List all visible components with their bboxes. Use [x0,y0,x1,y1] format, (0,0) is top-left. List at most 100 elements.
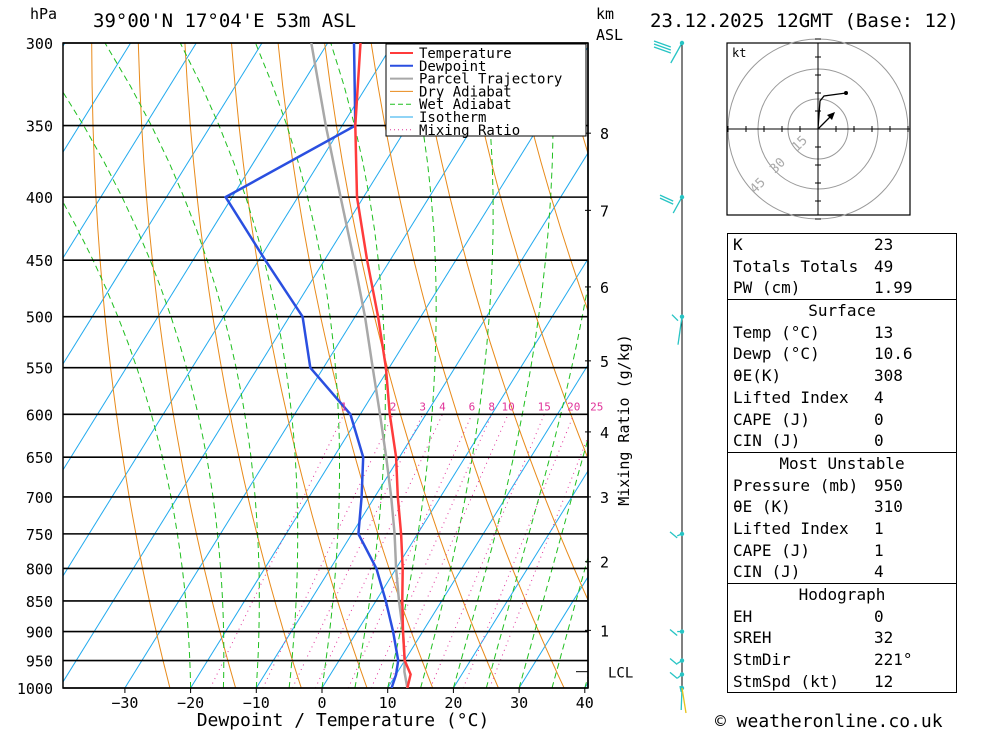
wind-flag [653,40,672,48]
isotherm-line [63,43,329,471]
x-tick-label: 20 [444,694,462,712]
most-unstable-header: Most Unstable [728,451,956,475]
dry-adiabat-line [977,43,1000,688]
pressure-label: 650 [26,449,53,467]
isotherm-line [63,43,197,259]
wind-flag [679,685,682,693]
pressure-label: 900 [26,624,53,642]
pressure-label: 500 [26,309,53,327]
x-tick-label: 40 [576,694,594,712]
surface-value: 10.6 [874,344,913,364]
wet-adiabat-line [387,43,437,688]
most-unstable-row: θE (K) 310 [728,496,956,518]
surface-value: 4 [874,387,884,407]
wind-flag [669,531,678,539]
pressure-label: 450 [26,252,53,270]
hodograph-param-value: 221° [874,650,913,670]
index-value: 1.99 [874,278,913,298]
legend-label: Isotherm [419,110,486,126]
isotherm-line [321,258,588,688]
pressure-label: 750 [26,526,53,544]
legend-label: Dry Adiabat [419,84,512,100]
pressure-label: 400 [26,189,53,207]
surface-wind-barb [681,687,687,714]
most-unstable-row: CIN (J) 4 [728,561,956,583]
copyright: © weatheronline.co.uk [715,711,943,732]
wind-flag [671,314,679,322]
dewpoint-line [223,43,400,688]
asl-label: ASL [596,26,623,44]
wind-flag [669,658,678,666]
wind-barb [676,659,683,665]
hodograph-trace-end [844,91,848,95]
index-value: 23 [874,235,894,254]
wet-adiabat-line [518,437,588,688]
wind-flag [653,46,672,54]
surface-label: Lifted Index [733,387,849,407]
dry-adiabat-line [510,43,588,313]
x-tick-label: −30 [111,694,138,712]
surface-value: 13 [874,322,894,342]
km-tick-label: 5 [600,353,609,371]
location-title: 39°00'N 17°04'E 53m ASL [93,10,356,32]
surface-row: CIN (J) 0 [728,430,956,452]
wet-adiabat-line [551,555,588,688]
mixing-ratio-line [291,414,424,688]
pressure-label: 550 [26,360,53,378]
km-tick-label: 1 [600,622,609,640]
surface-label: CIN (J) [733,431,801,451]
index-label: K [733,235,743,254]
most-unstable-value: 1 [874,540,884,560]
mixing-ratio-label: 8 [488,400,495,413]
wet-adiabat-line [452,43,554,688]
hodograph-table-header: Hodograph [728,583,956,606]
most-unstable-row: Pressure (mb) 950 [728,475,956,497]
surface-row: CAPE (J) 0 [728,409,956,431]
surface-label: θE(K) [733,366,782,386]
surface-label: CAPE (J) [733,409,811,429]
isotherm-line [452,469,588,688]
wet-adiabat-line [63,91,225,688]
isotherm-line [518,575,588,688]
km-label: km [596,5,614,23]
index-label: Totals Totals [733,256,859,276]
km-tick-label: 8 [600,125,609,143]
mixing-ratio-label: 25 [590,400,603,413]
wind-barb [676,533,683,537]
mixing-ratio-line [429,414,545,688]
wind-barb [680,687,683,711]
hodograph-param-row: StmSpd (kt) 12 [728,671,956,693]
mixing-ratio-label: 6 [469,400,476,413]
km-tick-label: 7 [600,202,609,220]
storm-motion-arrowhead [827,112,835,120]
km-tick-label: 2 [600,554,609,572]
km-tick-label: 3 [600,489,609,507]
legend-label: Dewpoint [419,59,486,75]
most-unstable-label: Pressure (mb) [733,475,859,495]
hodograph-param-row: SREH 32 [728,627,956,649]
surface-row: Temp (°C) 13 [728,322,956,344]
mixing-ratio-label: 3 [419,400,426,413]
surface-value: 0 [874,431,884,451]
hodograph-param-row: EH 0 [728,606,956,628]
wind-barb [672,196,683,214]
legend-label: Wet Adiabat [419,97,512,113]
mixing-ratio-line [209,414,345,688]
x-tick-label: −20 [177,694,204,712]
indices-table: K 23 Totals Totals 49 PW (cm) 1.99 Surface Te… [727,233,957,694]
surface-row: θE(K) 308 [728,365,956,387]
x-tick-label: −10 [243,694,270,712]
hodograph-param-row: StmDir 221° [728,649,956,671]
most-unstable-row: Lifted Index 1 [728,518,956,540]
mixing-ratio-label: 10 [501,400,514,413]
surface-header: Surface [728,299,956,322]
index-value: 49 [874,256,894,276]
mixing-ratio-line [314,414,443,688]
dry-adiabat-line [231,43,368,688]
most-unstable-label: θE (K) [733,497,791,517]
most-unstable-value: 4 [874,562,884,582]
wet-adiabat-line [420,43,494,688]
lcl-label: LCL [608,666,633,682]
pressure-label: 800 [26,560,53,578]
